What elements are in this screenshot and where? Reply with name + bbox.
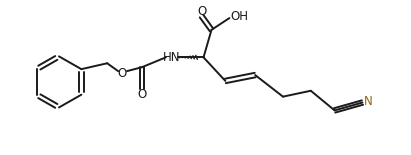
Text: HN: HN bbox=[163, 51, 180, 64]
Text: OH: OH bbox=[230, 10, 248, 23]
Text: O: O bbox=[118, 67, 127, 80]
Text: N: N bbox=[364, 95, 373, 108]
Text: O: O bbox=[137, 88, 147, 101]
Text: O: O bbox=[197, 5, 206, 18]
